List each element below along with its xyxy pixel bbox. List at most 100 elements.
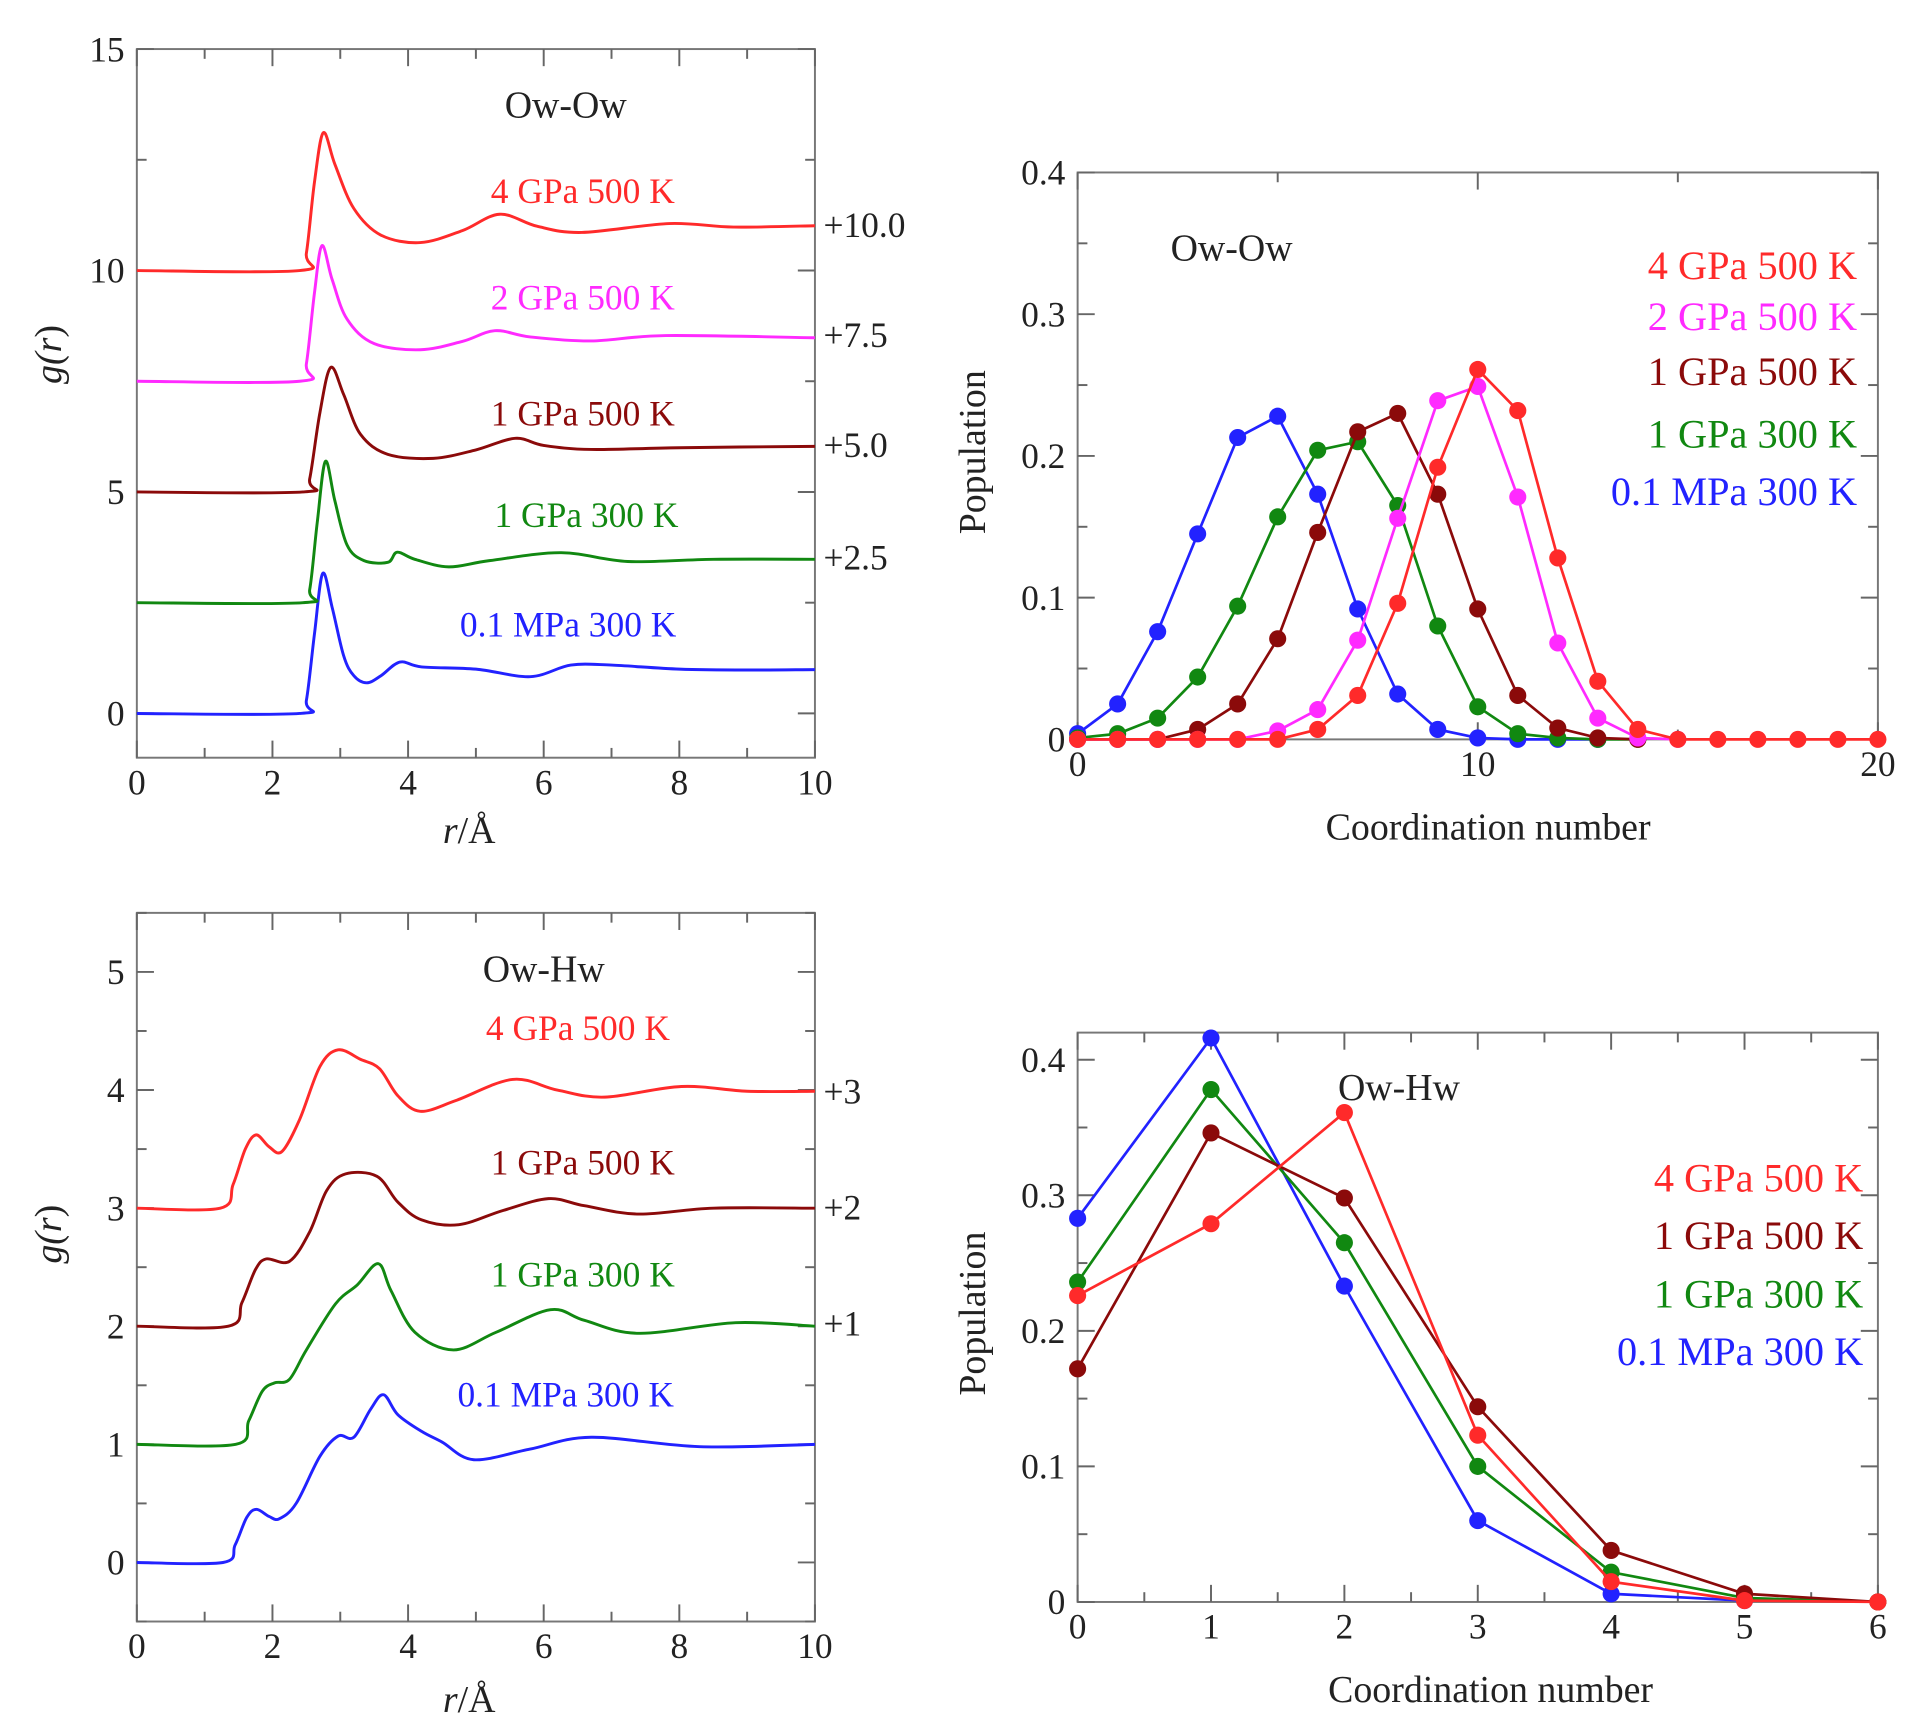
legend-entry: 1 GPa 300 K — [1654, 1272, 1863, 1317]
x-axis-label: Coordination number — [1328, 1669, 1653, 1711]
data-point — [1389, 509, 1407, 527]
x-tick-label: 0 — [128, 1626, 146, 1666]
data-point — [1429, 485, 1447, 503]
legend-entry: 0.1 MPa 300 K — [1617, 1329, 1863, 1374]
data-point — [1309, 441, 1327, 459]
series-line — [136, 571, 815, 716]
series-label: 0.1 MPa 300 K — [460, 605, 677, 645]
data-point — [1269, 630, 1287, 648]
data-point — [1109, 695, 1127, 713]
x-tick-label: 6 — [535, 1626, 553, 1666]
data-point — [1469, 1512, 1487, 1530]
offset-label: +10.0 — [823, 205, 905, 245]
data-point — [1202, 1029, 1220, 1047]
data-point — [1335, 1234, 1353, 1252]
x-tick-label: 4 — [399, 762, 417, 802]
y-axis-var: r — [28, 337, 70, 352]
x-tick-label: 2 — [264, 1626, 282, 1666]
data-point — [1069, 1287, 1087, 1305]
y-axis-close: ) — [28, 1205, 70, 1218]
y-axis-label: g(r) — [28, 1205, 70, 1264]
y-axis-label: Population — [952, 1232, 994, 1396]
y-axis-label: Population — [952, 370, 994, 534]
legend-entry: 0.1 MPa 300 K — [1611, 469, 1857, 514]
data-point — [1349, 631, 1367, 649]
y-tick-label: 4 — [107, 1070, 125, 1110]
data-point — [1269, 407, 1287, 425]
data-point — [1149, 730, 1167, 748]
data-point — [1069, 730, 1087, 748]
legend-entry: 2 GPa 500 K — [1648, 294, 1857, 339]
data-point — [1709, 730, 1727, 748]
y-tick-label: 0.4 — [1021, 1040, 1066, 1080]
series-label: 1 GPa 300 K — [494, 495, 678, 535]
series-line — [136, 1393, 815, 1566]
x-axis-label: r/Å — [443, 1679, 496, 1721]
ticks — [135, 911, 816, 1623]
data-point — [1389, 404, 1407, 422]
series-line — [136, 459, 815, 606]
x-tick-label: 0 — [1069, 744, 1087, 784]
data-point — [1309, 701, 1327, 719]
data-point — [1789, 730, 1807, 748]
data-point — [1229, 695, 1247, 713]
x-tick-label: 1 — [1202, 1607, 1220, 1647]
data-point — [1469, 698, 1487, 716]
y-tick-label: 5 — [107, 952, 125, 992]
data-point — [1189, 525, 1207, 543]
legend-entry: 1 GPa 500 K — [1648, 349, 1857, 394]
y-tick-label: 0.2 — [1021, 1311, 1065, 1351]
data-point — [1202, 1215, 1220, 1233]
data-point — [1149, 623, 1167, 641]
y-axis-func: g( — [28, 350, 70, 384]
y-tick-label: 0.3 — [1021, 294, 1065, 334]
data-point — [1109, 730, 1127, 748]
data-point — [1229, 597, 1247, 615]
data-point — [1202, 1124, 1220, 1142]
data-point — [1509, 402, 1527, 420]
chart-panel-4: 0 1 2 3 4 5 6 0 0.1 0.2 0.3 0.4 Coordination number P… — [952, 1029, 1887, 1711]
x-tick-label: 2 — [264, 762, 282, 802]
y-tick-label: 0 — [107, 694, 125, 734]
series-line — [136, 365, 815, 495]
data-point — [1349, 600, 1367, 618]
data-point — [1549, 719, 1567, 737]
y-tick-label: 2 — [107, 1306, 125, 1346]
series-1-gpa-500-k — [136, 1170, 815, 1330]
y-tick-label: 0.1 — [1021, 1447, 1065, 1487]
data-point — [1189, 730, 1207, 748]
x-tick-label: 20 — [1860, 744, 1895, 784]
data-point — [1189, 668, 1207, 686]
data-point — [1429, 617, 1447, 635]
x-axis-var: r — [443, 1679, 458, 1721]
series-label: 4 GPa 500 K — [486, 1008, 670, 1048]
data-point — [1749, 730, 1767, 748]
data-point — [1429, 720, 1447, 739]
offset-label: +3 — [823, 1071, 861, 1111]
y-axis-label: g(r) — [28, 325, 70, 384]
series-4-gpa-500-k — [1069, 1104, 1887, 1611]
data-point — [1309, 485, 1327, 503]
x-axis-label: Coordination number — [1326, 807, 1651, 849]
data-point — [1629, 720, 1647, 739]
data-point — [1229, 428, 1247, 447]
series-line — [136, 1170, 815, 1330]
y-tick-label: 0 — [107, 1543, 125, 1583]
data-point — [1069, 1360, 1087, 1378]
series-label: 1 GPa 300 K — [491, 1255, 675, 1295]
data-point — [1469, 360, 1487, 379]
offset-label: +1 — [823, 1304, 861, 1344]
data-point — [1229, 730, 1247, 748]
x-tick-label: 4 — [1602, 1607, 1620, 1647]
data-point — [1349, 686, 1367, 704]
x-tick-label: 0 — [1069, 1607, 1087, 1647]
series-line — [1077, 384, 1678, 741]
x-tick-label: 8 — [670, 1626, 688, 1666]
data-point — [1869, 1593, 1887, 1611]
legend-entry: 1 GPa 300 K — [1648, 411, 1857, 456]
offset-label: +7.5 — [823, 315, 887, 355]
data-point — [1309, 720, 1327, 739]
series-label: 0.1 MPa 300 K — [457, 1374, 674, 1414]
